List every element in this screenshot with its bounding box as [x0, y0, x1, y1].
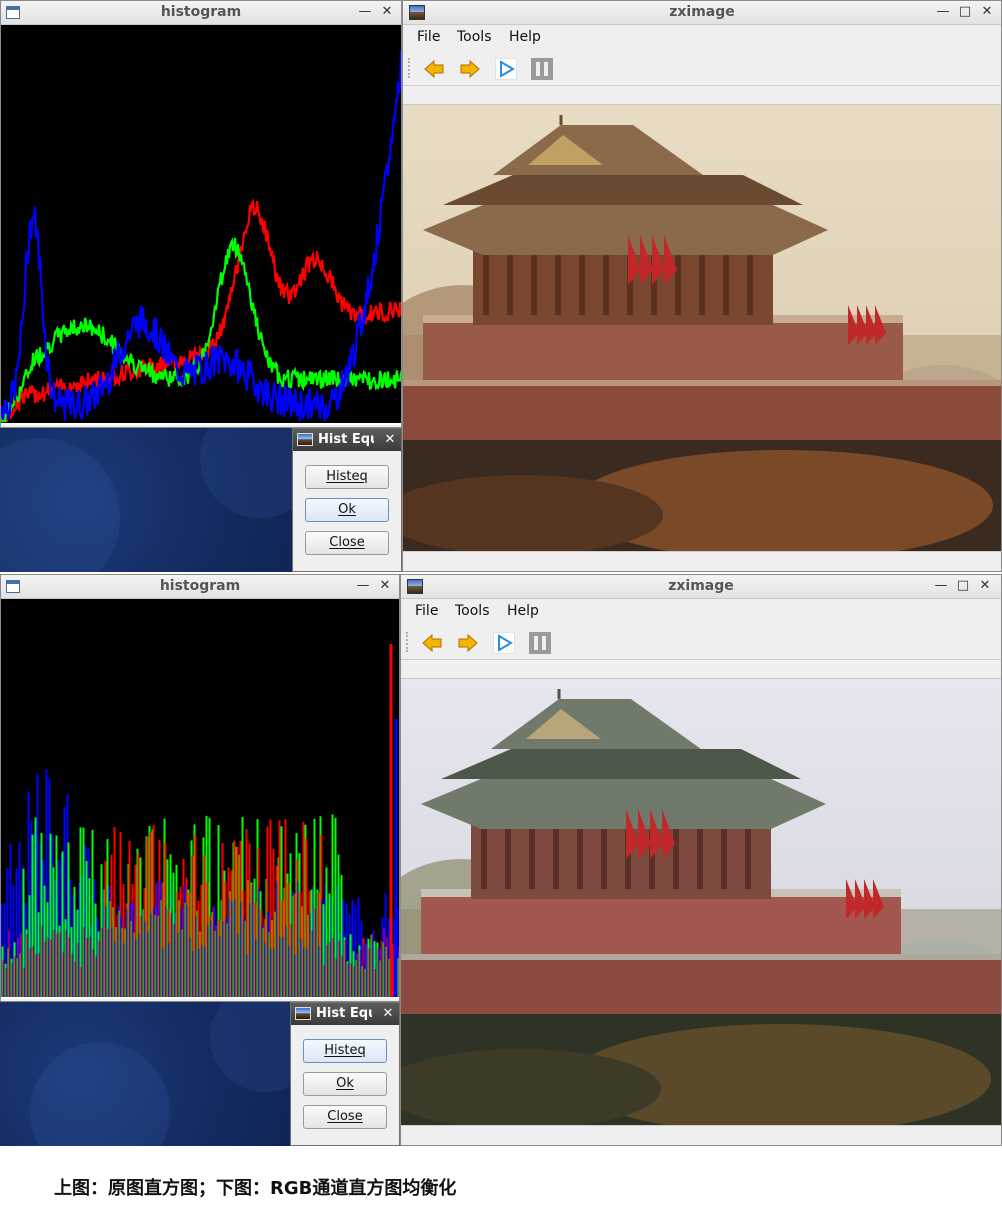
forward-arrow-icon[interactable]	[457, 632, 479, 654]
dialog-title-bottom: Hist Equ	[316, 1006, 372, 1021]
histogram-plot-top	[1, 50, 401, 425]
viewer-window-bottom: zximage — □ ✕ File Tools Help	[400, 574, 1002, 1146]
viewer-title-bottom: zximage	[668, 578, 734, 594]
image-app-icon[interactable]	[409, 5, 425, 20]
menu-help[interactable]: Help	[509, 29, 541, 45]
menu-tools[interactable]: Tools	[457, 29, 492, 45]
dialog-app-icon	[297, 433, 313, 446]
histeq-button-top[interactable]: Histeq	[305, 465, 389, 489]
hist-green-series	[1, 237, 401, 423]
pause-icon[interactable]	[531, 58, 553, 80]
histogram-plot-bottom	[1, 644, 399, 999]
close-icon[interactable]: ✕	[379, 578, 391, 593]
window-menu-icon[interactable]	[6, 6, 20, 19]
menubar-top: File Tools Help	[403, 25, 1001, 49]
minimize-icon[interactable]: —	[934, 578, 948, 593]
close-icon[interactable]: ✕	[979, 578, 991, 593]
maximize-icon[interactable]: □	[958, 4, 972, 19]
menu-file[interactable]: File	[417, 29, 441, 45]
close-icon[interactable]: ✕	[382, 1006, 394, 1021]
forward-arrow-icon[interactable]	[459, 58, 481, 80]
tiananmen-photo-equalized	[401, 679, 1001, 1126]
histogram-title-bottom: histogram	[159, 578, 241, 594]
hist-equ-dialog-top: Hist Equ ✕ Histeq Ok Close	[292, 428, 402, 572]
hist-blue-series	[1, 50, 401, 422]
statusbar-top	[403, 551, 1001, 571]
minimize-icon[interactable]: —	[936, 4, 950, 19]
histogram-title-top: histogram	[160, 4, 242, 20]
histogram-window-bottom: histogram — ✕	[0, 574, 400, 1002]
toolbar-top	[403, 50, 1001, 86]
toolbar-grip[interactable]	[408, 58, 412, 78]
hist-equ-dialog-bottom: Hist Equ ✕ Histeq Ok Close	[290, 1002, 400, 1146]
ok-button-bottom[interactable]: Ok	[303, 1072, 387, 1096]
menu-tools[interactable]: Tools	[455, 603, 490, 619]
close-icon[interactable]: ✕	[381, 4, 393, 19]
viewer-window-top: zximage — □ ✕ File Tools Help	[402, 0, 1002, 572]
toolbar-bottom	[401, 624, 1001, 660]
histogram-titlebar-bottom[interactable]: histogram — ✕	[1, 575, 399, 599]
image-view-bottom[interactable]	[401, 678, 1001, 1126]
minimize-icon[interactable]: —	[358, 4, 372, 19]
dialog-titlebar-bottom[interactable]: Hist Equ ✕	[291, 1003, 399, 1025]
menu-file[interactable]: File	[415, 603, 439, 619]
maximize-icon[interactable]: □	[956, 578, 970, 593]
viewer-titlebar-top[interactable]: zximage — □ ✕	[403, 1, 1001, 25]
close-icon[interactable]: ✕	[384, 432, 396, 447]
pause-icon[interactable]	[529, 632, 551, 654]
tiananmen-photo-original	[403, 105, 1001, 552]
statusbar-bottom	[401, 1125, 1001, 1145]
histeq-button-bottom[interactable]: Histeq	[303, 1039, 387, 1063]
histogram-canvas-top	[1, 25, 401, 425]
viewer-title-top: zximage	[669, 4, 735, 20]
play-icon[interactable]	[495, 58, 517, 80]
close-icon[interactable]: ✕	[981, 4, 993, 19]
figure-caption: 上图：原图直方图；下图：RGB通道直方图均衡化	[54, 1178, 457, 1199]
histogram-canvas-bottom	[1, 599, 399, 999]
photo-equalized	[401, 679, 1001, 1126]
ok-button-top[interactable]: Ok	[305, 498, 389, 522]
image-app-icon[interactable]	[407, 579, 423, 594]
viewer-titlebar-bottom[interactable]: zximage — □ ✕	[401, 575, 1001, 599]
photo-original	[403, 105, 1001, 552]
hist-spike-bars	[1, 644, 399, 999]
close-button-bottom[interactable]: Close	[303, 1105, 387, 1129]
menubar-bottom: File Tools Help	[401, 599, 1001, 623]
toolbar-grip[interactable]	[406, 632, 410, 652]
dialog-app-icon	[295, 1007, 311, 1020]
dialog-titlebar-top[interactable]: Hist Equ ✕	[293, 429, 401, 451]
minimize-icon[interactable]: —	[356, 578, 370, 593]
menu-help[interactable]: Help	[507, 603, 539, 619]
histogram-window-top: histogram — ✕	[0, 0, 402, 428]
histogram-titlebar-top[interactable]: histogram — ✕	[1, 1, 401, 25]
close-button-top[interactable]: Close	[305, 531, 389, 555]
dialog-title-top: Hist Equ	[318, 432, 374, 447]
back-arrow-icon[interactable]	[421, 632, 443, 654]
play-icon[interactable]	[493, 632, 515, 654]
window-menu-icon[interactable]	[6, 580, 20, 593]
back-arrow-icon[interactable]	[423, 58, 445, 80]
image-view-top[interactable]	[403, 104, 1001, 552]
